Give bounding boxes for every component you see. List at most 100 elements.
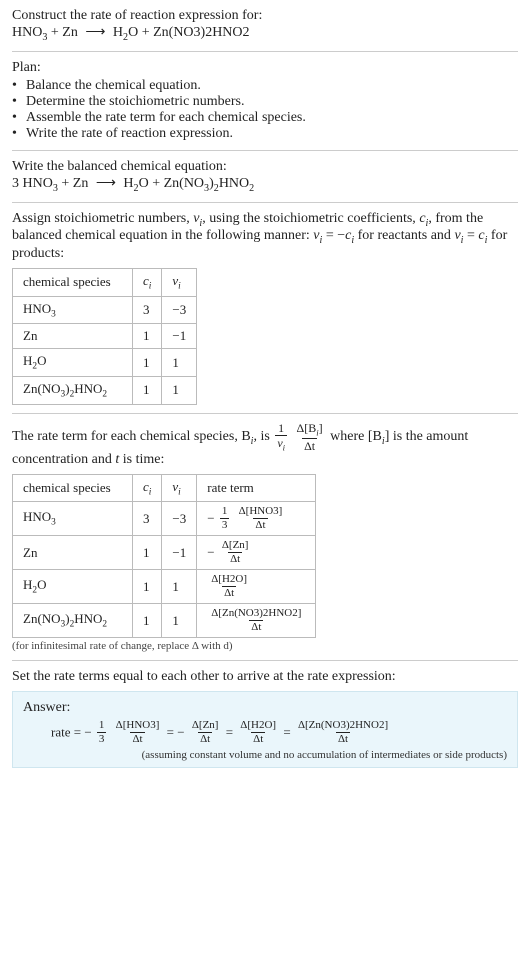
sub: 2 — [102, 390, 107, 400]
table-row: Zn 1 −1 − Δ[Zn]Δt — [13, 536, 316, 570]
cell-ci: 1 — [133, 324, 162, 349]
sp: HNO — [23, 509, 51, 524]
rel: = — [463, 228, 478, 243]
plan-list: •Balance the chemical equation. •Determi… — [12, 78, 518, 142]
sp: O — [37, 577, 46, 592]
sub: i — [149, 282, 152, 292]
table-row: Zn(NO3)2HNO2 1 1 — [13, 376, 197, 404]
t: Assign stoichiometric numbers, — [12, 211, 193, 226]
sp: HNO — [23, 301, 51, 316]
cell-ci: 1 — [133, 349, 162, 377]
plan-item-text: Determine the stoichiometric numbers. — [26, 94, 245, 110]
frac-num: Δ[H2O] — [238, 720, 278, 732]
neg: − — [207, 511, 214, 526]
sub: i — [178, 282, 181, 292]
col-nui: νi — [162, 474, 197, 502]
cell-rateterm: − 13 Δ[HNO3]Δt — [197, 502, 316, 536]
t: Δ[B — [297, 421, 317, 435]
divider — [12, 150, 518, 151]
sp: H — [23, 353, 32, 368]
rateterm-block: The rate term for each chemical species,… — [12, 422, 518, 653]
table-row: HNO3 3 −3 − 13 Δ[HNO3]Δt — [13, 502, 316, 536]
t: ] — [319, 421, 323, 435]
cell-nui: 1 — [162, 604, 197, 638]
species-rest: O + Zn(NO3)2HNO2 — [128, 25, 249, 40]
frac-num: Δ[Bi] — [295, 422, 325, 438]
rate-expression: rate = − 13 Δ[HNO3]Δt = − Δ[Zn]Δt = Δ[H2… — [23, 720, 507, 745]
cell-ci: 3 — [133, 296, 162, 324]
frac-den: Δt — [198, 732, 212, 745]
infinitesimal-note: (for infinitesimal rate of change, repla… — [12, 640, 518, 652]
fraction: Δ[Zn]Δt — [220, 540, 251, 565]
frac-den: 3 — [220, 518, 230, 531]
col-ci: ci — [133, 269, 162, 297]
frac-den: Δt — [228, 552, 242, 565]
bullet-icon: • — [12, 126, 26, 142]
frac-num: Δ[Zn] — [190, 720, 221, 732]
species: H — [120, 176, 134, 191]
bullet-icon: • — [12, 78, 26, 94]
frac-num: Δ[Zn(NO3)2HNO2] — [209, 608, 303, 620]
sub: 2 — [102, 620, 107, 630]
sp: HNO — [74, 611, 102, 626]
species: HNO — [219, 176, 249, 191]
rateterm-text: The rate term for each chemical species,… — [12, 422, 518, 468]
species-h2o-part: H — [109, 25, 123, 40]
prompt-block: Construct the rate of reaction expressio… — [12, 8, 518, 43]
col-species: chemical species — [13, 474, 133, 502]
final-block: Set the rate terms equal to each other t… — [12, 669, 518, 768]
col-species: chemical species — [13, 269, 133, 297]
sp: HNO — [74, 381, 102, 396]
dt: Δt — [304, 439, 315, 453]
fraction: Δ[Bi] Δt — [295, 422, 325, 452]
answer-label: Answer: — [23, 700, 507, 716]
t: , is — [253, 429, 273, 444]
divider — [12, 51, 518, 52]
table-row: HNO3 3 −3 — [13, 296, 197, 324]
plan-item-text: Assemble the rate term for each chemical… — [26, 110, 306, 126]
final-title: Set the rate terms equal to each other t… — [12, 669, 518, 685]
answer-assumption: (assuming constant volume and no accumul… — [23, 749, 507, 761]
cell-species: HNO3 — [13, 502, 133, 536]
sp: H — [23, 577, 32, 592]
t: The rate term for each chemical species,… — [12, 429, 251, 444]
table-header-row: chemical species ci νi — [13, 269, 197, 297]
sub: 3 — [51, 518, 56, 528]
col-nui: νi — [162, 269, 197, 297]
reaction-arrow-icon: ⟶ — [92, 176, 120, 191]
coef: 3 — [12, 176, 23, 191]
sub: 2 — [249, 183, 254, 194]
sub: i — [149, 487, 152, 497]
plan-item-text: Balance the chemical equation. — [26, 78, 201, 94]
divider — [12, 660, 518, 661]
frac-den: 3 — [97, 732, 107, 745]
species: O + Zn(NO — [139, 176, 204, 191]
species: HNO — [23, 176, 53, 191]
cell-nui: −3 — [162, 296, 197, 324]
balanced-title: Write the balanced chemical equation: — [12, 159, 518, 175]
cell-ci: 1 — [133, 604, 162, 638]
stoich-table: chemical species ci νi HNO3 3 −3 Zn 1 −1… — [12, 268, 197, 404]
fraction: 1 νi — [275, 422, 287, 452]
fraction: Δ[Zn(NO3)2HNO2]Δt — [296, 720, 390, 745]
answer-box: Answer: rate = − 13 Δ[HNO3]Δt = − Δ[Zn]Δ… — [12, 691, 518, 768]
cell-species: H2O — [13, 349, 133, 377]
table-row: H2O 1 1 — [13, 349, 197, 377]
plus: + Zn — [47, 25, 81, 40]
cell-species: Zn(NO3)2HNO2 — [13, 604, 133, 638]
species-hno3-part: HNO — [12, 25, 42, 40]
frac-den: Δt — [251, 732, 265, 745]
frac-num: 1 — [276, 422, 286, 435]
t: where [B — [330, 429, 382, 444]
fraction: 13 — [220, 506, 230, 531]
cell-nui: 1 — [162, 349, 197, 377]
bullet-icon: • — [12, 94, 26, 110]
fraction: Δ[HNO3]Δt — [237, 506, 285, 531]
plan-title: Plan: — [12, 60, 518, 76]
cell-species: Zn(NO3)2HNO2 — [13, 376, 133, 404]
table-row: Zn 1 −1 — [13, 324, 197, 349]
table-row: H2O 1 1 Δ[H2O]Δt — [13, 570, 316, 604]
cell-species: H2O — [13, 570, 133, 604]
plan-item: •Write the rate of reaction expression. — [12, 126, 518, 142]
cell-nui: 1 — [162, 570, 197, 604]
